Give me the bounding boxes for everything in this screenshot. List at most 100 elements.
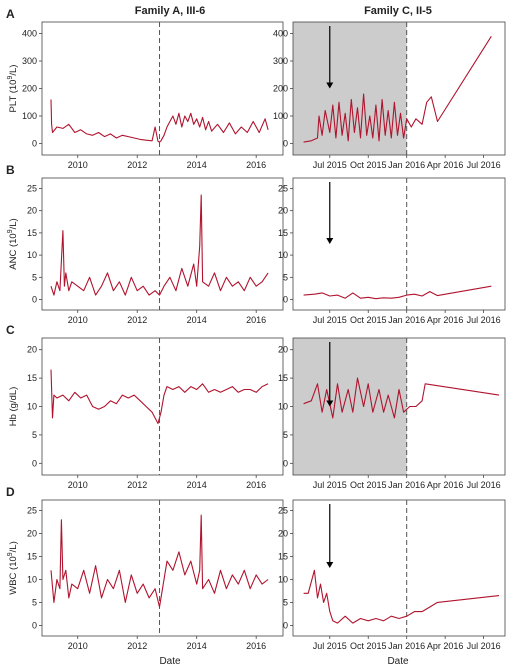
x-tick-label: Jul 2015 xyxy=(313,480,347,490)
series-line xyxy=(303,36,492,143)
x-tick-label: Apr 2016 xyxy=(427,315,464,325)
shaded-region xyxy=(293,22,407,155)
y-tick-label: 15 xyxy=(27,552,37,562)
y-tick-label: 20 xyxy=(27,345,37,355)
arrow-head xyxy=(326,238,334,244)
y-tick-label: 25 xyxy=(27,506,37,516)
panel-D-left: 0 5 10 15 20 25 2010 2012 2014 2016 D WBC (109/L) xyxy=(6,485,284,651)
x-tick-label: 2010 xyxy=(68,315,88,325)
y-tick-label: 15 xyxy=(27,228,37,238)
panel-letter: C xyxy=(6,323,15,337)
series-line xyxy=(303,377,500,419)
y-tick-label: 15 xyxy=(278,228,288,238)
x-tick-label: Apr 2016 xyxy=(427,160,464,170)
panel-D-right: 0 5 10 15 20 25 Jul 2015 Oct 2015 Jan 2016 Apr 20… xyxy=(278,499,506,651)
y-tick-label: 10 xyxy=(27,402,37,412)
y-tick-label: 10 xyxy=(27,250,37,260)
y-axis-label-sup: 9 xyxy=(7,552,14,556)
panel-frame xyxy=(292,177,506,311)
x-tick-label: Jul 2015 xyxy=(313,160,347,170)
y-tick-label: 5 xyxy=(283,597,288,607)
y-axis-label: ANC (109/L) xyxy=(7,218,19,269)
x-tick-label: Oct 2015 xyxy=(350,641,387,651)
x-tick-label: Jan 2016 xyxy=(388,160,425,170)
panel-A-left: 0 100 200 300 400 2010 2012 2014 2016 A PLT (109/L… xyxy=(6,7,284,170)
y-axis-label-tail: /L) xyxy=(8,218,19,229)
series-line xyxy=(303,569,500,624)
y-tick-label: 20 xyxy=(278,529,288,539)
x-tick-label: 2016 xyxy=(246,160,266,170)
y-tick-label: 10 xyxy=(278,250,288,260)
y-axis-label-tail: /L) xyxy=(8,541,19,552)
right-column-title: Family C, II-5 xyxy=(364,5,432,17)
y-tick-label: 300 xyxy=(22,56,37,66)
panel-B-left: 0 5 10 15 20 25 2010 2012 2014 2016 B ANC (109/L) xyxy=(6,163,284,325)
x-tick-label: 2014 xyxy=(187,160,207,170)
y-tick-label: 10 xyxy=(278,402,288,412)
x-tick-label: Oct 2015 xyxy=(350,315,387,325)
y-tick-label: 5 xyxy=(32,430,37,440)
panel-C-right: 0 5 10 15 20 Jul 2015 Oct 2015 Jan 2016 Apr 2016… xyxy=(278,337,506,490)
y-tick-label: 0 xyxy=(283,139,288,149)
y-axis-label-main: WBC (10 xyxy=(8,556,19,595)
y-tick-label: 300 xyxy=(273,56,288,66)
y-tick-label: 25 xyxy=(278,183,288,193)
y-axis-label: PLT (109/L) xyxy=(7,65,19,113)
y-axis-label: Hb (g/dL) xyxy=(8,387,19,427)
x-tick-label: Apr 2016 xyxy=(427,480,464,490)
y-tick-label: 5 xyxy=(283,272,288,282)
y-tick-label: 100 xyxy=(273,111,288,121)
y-axis-label-main: PLT (10 xyxy=(8,80,19,113)
panel-frame xyxy=(41,177,284,311)
y-tick-label: 5 xyxy=(32,597,37,607)
x-tick-label: 2010 xyxy=(68,641,88,651)
y-tick-label: 0 xyxy=(32,458,37,468)
series-line xyxy=(50,194,269,296)
x-tick-label: Jan 2016 xyxy=(388,480,425,490)
y-axis-label-sup: 9 xyxy=(7,76,14,80)
y-tick-label: 20 xyxy=(27,529,37,539)
arrow-head xyxy=(326,400,334,407)
y-tick-label: 15 xyxy=(278,373,288,383)
y-tick-label: 20 xyxy=(278,345,288,355)
shaded-region xyxy=(293,338,407,475)
y-tick-label: 400 xyxy=(22,29,37,39)
panel-letter: D xyxy=(6,485,15,499)
x-tick-label: 2016 xyxy=(246,480,266,490)
x-tick-label: Jul 2016 xyxy=(467,480,501,490)
y-axis-label-main: Hb (g/dL) xyxy=(8,387,19,427)
y-tick-label: 15 xyxy=(278,552,288,562)
y-tick-label: 0 xyxy=(32,295,37,305)
x-tick-label: 2012 xyxy=(127,480,147,490)
arrow-head xyxy=(326,562,334,568)
x-tick-label: 2016 xyxy=(246,315,266,325)
y-tick-label: 5 xyxy=(32,272,37,282)
y-tick-label: 0 xyxy=(283,295,288,305)
y-tick-label: 10 xyxy=(278,574,288,584)
x-axis-label-left: Date xyxy=(159,656,181,667)
y-tick-label: 0 xyxy=(283,620,288,630)
y-tick-label: 100 xyxy=(22,111,37,121)
x-tick-label: Jul 2015 xyxy=(313,641,347,651)
panel-frame xyxy=(41,21,284,156)
y-tick-label: 25 xyxy=(278,506,288,516)
x-tick-label: Jan 2016 xyxy=(388,641,425,651)
x-tick-label: Apr 2016 xyxy=(427,641,464,651)
panel-B-right: 0 5 10 15 20 25 Jul 2015 Oct 2015 Jan 2016 Apr 20… xyxy=(278,177,506,325)
x-tick-label: Oct 2015 xyxy=(350,160,387,170)
y-axis-label: WBC (109/L) xyxy=(7,541,19,595)
x-tick-label: 2012 xyxy=(127,315,147,325)
x-tick-label: 2014 xyxy=(187,641,207,651)
y-tick-label: 15 xyxy=(27,373,37,383)
y-tick-label: 25 xyxy=(27,183,37,193)
y-tick-label: 20 xyxy=(278,206,288,216)
left-column-title: Family A, III-6 xyxy=(135,5,206,17)
x-tick-label: 2014 xyxy=(187,315,207,325)
y-axis-label-tail: /L) xyxy=(8,65,19,76)
panel-C-left: 0 5 10 15 20 2010 2012 2014 2016 C Hb (g/dL) xyxy=(6,323,284,490)
y-tick-label: 200 xyxy=(22,84,37,94)
x-tick-label: Jul 2015 xyxy=(313,315,347,325)
x-tick-label: 2016 xyxy=(246,641,266,651)
series-line xyxy=(50,99,269,143)
x-tick-label: Jan 2016 xyxy=(388,315,425,325)
